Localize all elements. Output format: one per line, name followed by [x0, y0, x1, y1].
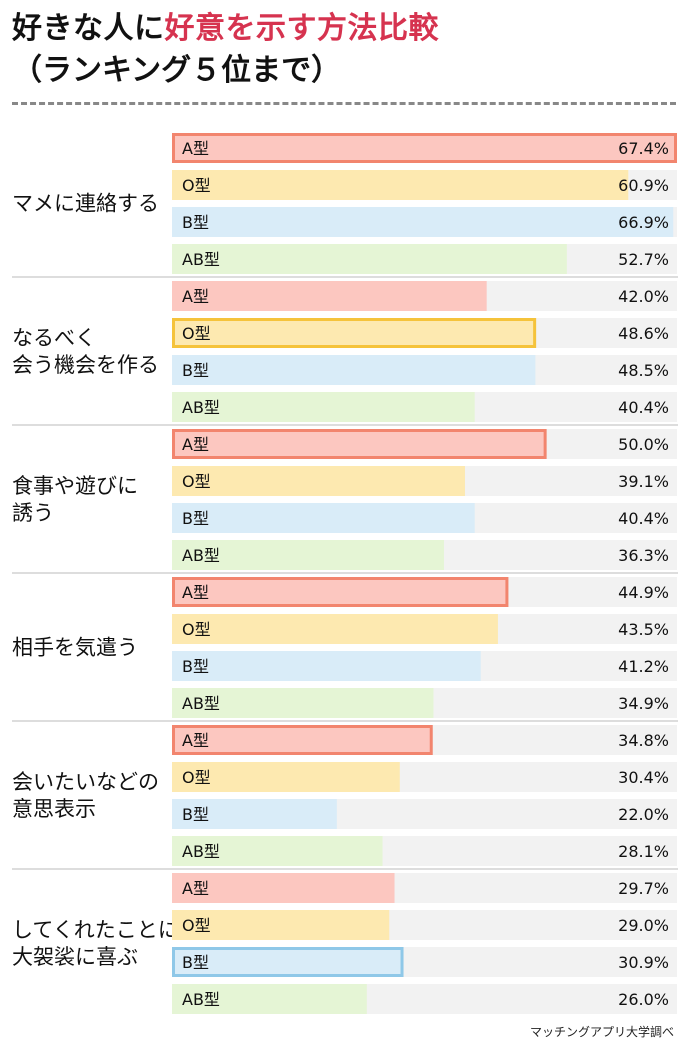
bar — [172, 281, 487, 311]
bar — [172, 688, 434, 718]
value-label: 48.5% — [618, 361, 669, 380]
value-label: 34.9% — [618, 694, 669, 713]
bar — [172, 244, 567, 274]
source-note: マッチングアプリ大学調べ — [529, 1025, 674, 1039]
title-plain: 好きな人に — [12, 11, 165, 46]
bar — [172, 651, 481, 681]
bar-highlighted — [172, 947, 404, 977]
value-label: 39.1% — [618, 472, 669, 491]
bar-highlighted — [172, 318, 537, 348]
value-label: 29.7% — [618, 879, 669, 898]
series-label: AB型 — [182, 694, 220, 713]
value-label: 40.4% — [618, 509, 669, 528]
series-label: B型 — [182, 657, 209, 676]
bar — [172, 207, 674, 237]
value-label: 34.8% — [618, 731, 669, 750]
bar — [172, 355, 536, 385]
series-label: B型 — [182, 213, 209, 232]
category-label: 誘う — [12, 501, 54, 525]
category-label: なるべく — [12, 326, 96, 350]
category-label: 意思表示 — [12, 797, 96, 821]
series-label: A型 — [182, 731, 209, 750]
series-label: A型 — [182, 287, 209, 306]
value-label: 44.9% — [618, 583, 669, 602]
value-label: 30.9% — [618, 953, 669, 972]
series-label: A型 — [182, 879, 209, 898]
series-label: AB型 — [182, 546, 220, 565]
value-label: 50.0% — [618, 435, 669, 454]
page-subtitle: （ランキング５位まで） — [12, 53, 342, 88]
bar — [172, 910, 390, 940]
series-label: A型 — [182, 583, 209, 602]
series-label: O型 — [182, 916, 211, 935]
value-label: 67.4% — [618, 139, 669, 158]
series-label: O型 — [182, 324, 211, 343]
series-label: O型 — [182, 472, 211, 491]
value-label: 40.4% — [618, 398, 669, 417]
value-label: 28.1% — [618, 842, 669, 861]
value-label: 22.0% — [618, 805, 669, 824]
series-label: A型 — [182, 139, 209, 158]
bar — [172, 466, 465, 496]
series-label: AB型 — [182, 250, 220, 269]
bar-highlighted — [172, 429, 547, 459]
series-label: AB型 — [182, 990, 220, 1009]
bar — [172, 503, 475, 533]
dashed-divider — [12, 102, 676, 105]
category-label: 相手を気遣う — [12, 636, 138, 660]
value-label: 43.5% — [618, 620, 669, 639]
bar-highlighted — [172, 133, 677, 163]
series-label: O型 — [182, 620, 211, 639]
series-label: B型 — [182, 953, 209, 972]
series-label: AB型 — [182, 398, 220, 417]
bar — [172, 984, 367, 1014]
series-label: O型 — [182, 176, 211, 195]
bar — [172, 836, 383, 866]
page-title: 好きな人に好意を示す方法比較 — [12, 8, 439, 50]
value-label: 66.9% — [618, 213, 669, 232]
bar — [172, 762, 400, 792]
value-label: 60.9% — [618, 176, 669, 195]
category-label: マメに連絡する — [12, 192, 159, 216]
bar — [172, 540, 444, 570]
value-label: 52.7% — [618, 250, 669, 269]
bar-highlighted — [172, 725, 433, 755]
series-label: O型 — [182, 768, 211, 787]
bar-highlighted — [172, 577, 509, 607]
category-label: 食事や遊びに — [12, 474, 138, 498]
bar-group-4: 相手を気遣う A型 44.9% O型 43.5% B型 41.2% AB型 34.9% — [12, 572, 678, 718]
series-label: A型 — [182, 435, 209, 454]
bar — [172, 799, 337, 829]
value-label: 42.0% — [618, 287, 669, 306]
series-label: B型 — [182, 509, 209, 528]
category-label: 会う機会を作る — [12, 353, 159, 377]
category-label: 大袈裟に喜ぶ — [12, 945, 138, 969]
series-label: B型 — [182, 805, 209, 824]
category-label: してくれたことに — [12, 918, 179, 942]
series-label: AB型 — [182, 842, 220, 861]
category-label: 会いたいなどの — [12, 770, 159, 794]
bar — [172, 392, 475, 422]
value-label: 29.0% — [618, 916, 669, 935]
bar-group-1: マメに連絡する A型 67.4% O型 60.9% B型 66.9% AB型 52.7% — [12, 133, 677, 274]
value-label: 30.4% — [618, 768, 669, 787]
value-label: 36.3% — [618, 546, 669, 565]
value-label: 48.6% — [618, 324, 669, 343]
title-highlight: 好意を示す方法比較 — [164, 11, 439, 46]
bar — [172, 614, 498, 644]
bar — [172, 873, 395, 903]
value-label: 41.2% — [618, 657, 669, 676]
bar — [172, 170, 629, 200]
value-label: 26.0% — [618, 990, 669, 1009]
series-label: B型 — [182, 361, 209, 380]
